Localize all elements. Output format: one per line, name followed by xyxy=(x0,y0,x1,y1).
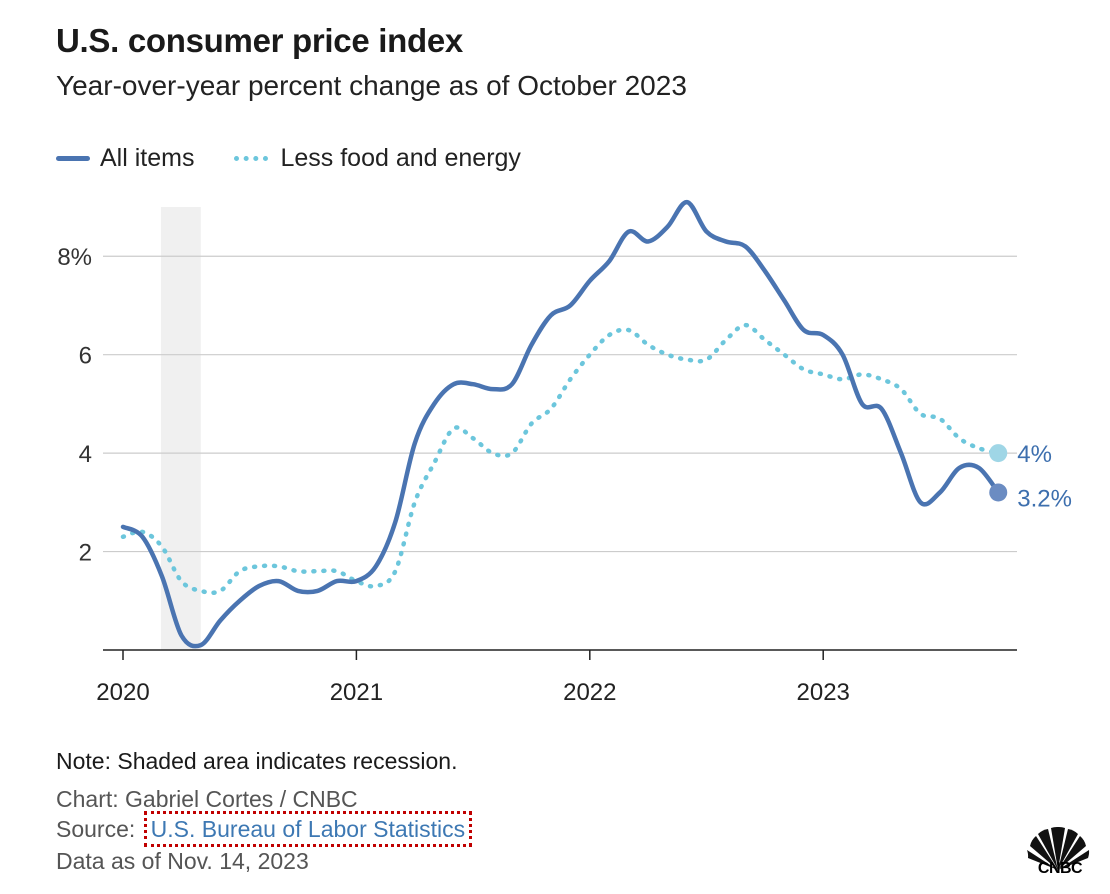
y-tick-label: 6 xyxy=(79,343,92,370)
series-core-end-marker xyxy=(989,444,1008,463)
series-all-items-line xyxy=(120,199,1001,649)
chart-legend: All items Less food and energy xyxy=(56,144,561,173)
source-prefix: Source: xyxy=(56,816,136,842)
legend-swatch-all-items xyxy=(56,156,90,161)
x-tick-label: 2022 xyxy=(563,679,616,706)
cpi-line-chart: 2 4 6 8% 2020 2021 2022 2023 4% 3.2% xyxy=(57,199,1072,706)
legend-label-core: Less food and energy xyxy=(280,144,521,172)
series-core-line xyxy=(120,322,1001,596)
legend-swatch-core xyxy=(234,156,269,161)
chart-source: Source: U.S. Bureau of Labor Statistics xyxy=(56,811,473,847)
chart-credit: Chart: Gabriel Cortes / CNBC xyxy=(56,786,358,812)
chart-subtitle: Year-over-year percent change as of Octo… xyxy=(56,70,687,101)
series-all-items-end-marker xyxy=(989,483,1008,502)
x-tick-label: 2020 xyxy=(96,679,149,706)
y-tick-label: 8% xyxy=(57,244,92,271)
series-core-end-label: 4% xyxy=(1017,441,1052,468)
legend-label-all-items: All items xyxy=(100,144,195,172)
cnbc-logo-text: CNBC xyxy=(1037,860,1083,877)
chart-note: Note: Shaded area indicates recession. xyxy=(56,748,458,774)
recession-shading xyxy=(160,207,201,650)
y-tick-label: 4 xyxy=(79,441,92,468)
x-tick-label: 2021 xyxy=(330,679,383,706)
legend-item-all-items: All items xyxy=(56,144,194,173)
cnbc-peacock-icon xyxy=(1027,826,1090,870)
source-link[interactable]: U.S. Bureau of Labor Statistics xyxy=(143,811,473,847)
y-tick-label: 2 xyxy=(79,540,92,567)
series-all-items-end-label: 3.2% xyxy=(1017,485,1072,512)
legend-item-core: Less food and energy xyxy=(234,144,521,173)
chart-title: U.S. consumer price index xyxy=(56,22,463,59)
data-as-of: Data as of Nov. 14, 2023 xyxy=(56,848,309,874)
x-tick-label: 2023 xyxy=(797,679,850,706)
